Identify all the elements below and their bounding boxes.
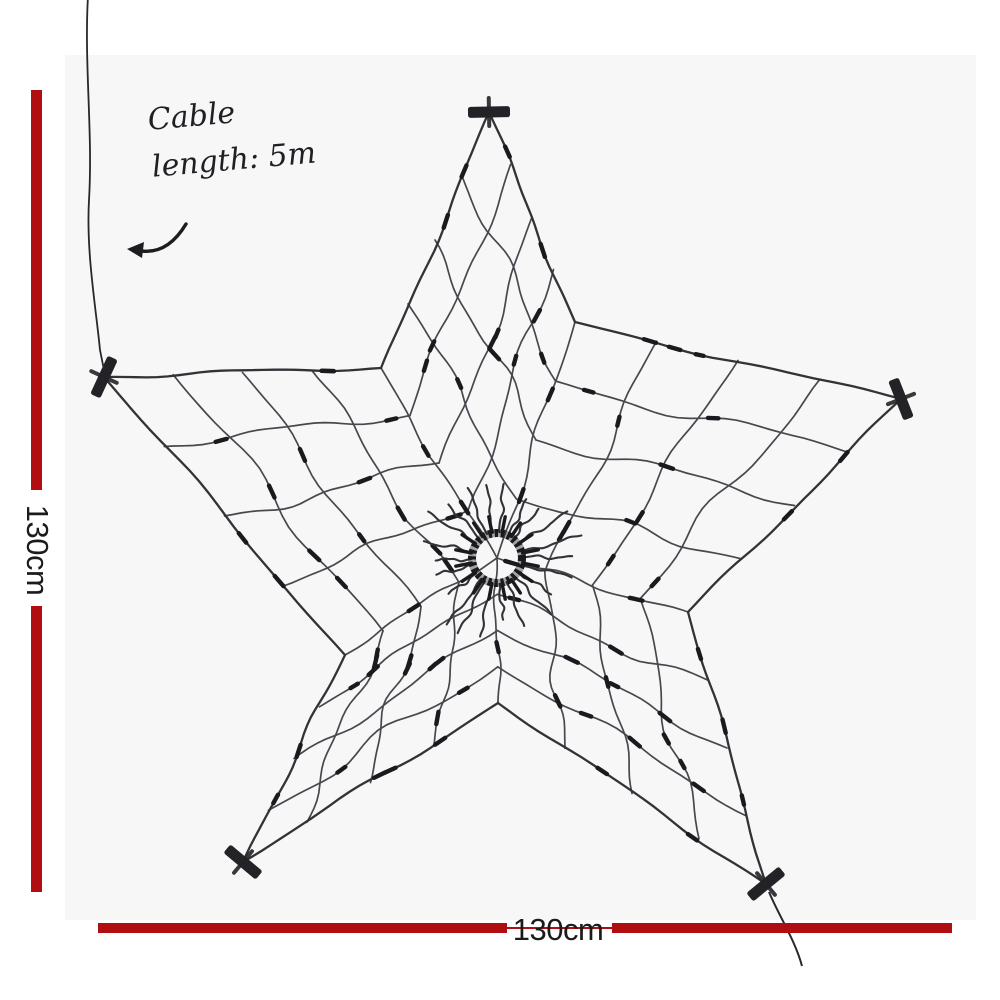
cable-length-note: Cable length: 5m <box>146 79 373 191</box>
height-dimension-label: 130cm <box>20 504 55 596</box>
width-dimension-bar-left <box>98 923 507 933</box>
height-dimension-bar-upper <box>31 90 42 490</box>
width-dimension-bar-right <box>612 923 952 933</box>
height-dimension-bar-lower <box>31 606 42 892</box>
cable-arrow-icon <box>127 222 188 258</box>
width-dimension-label: 130cm <box>512 912 604 947</box>
star-net <box>86 0 917 967</box>
width-dimension-line <box>502 927 618 929</box>
photo-background <box>65 55 976 920</box>
